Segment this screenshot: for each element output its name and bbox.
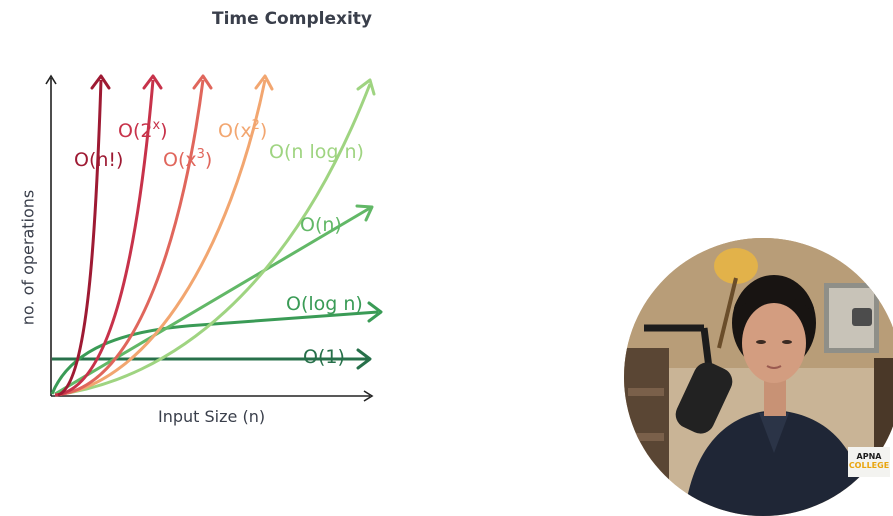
curve-constant (52, 348, 372, 370)
label-exponential: O(2x) (118, 118, 168, 142)
curve-quadratic (54, 74, 274, 397)
x-axis-arrow (363, 390, 374, 402)
label-factorial: O(n!) (74, 149, 123, 171)
apna-college-logo: APNA COLLEGE (848, 447, 890, 477)
complexity-graph: O(n!) O(2x) O(x3) O(x2) O(n log n) O(n) … (45, 74, 383, 402)
label-nlogn: O(n log n) (269, 141, 364, 163)
y-axis-arrow (45, 74, 57, 85)
curve-cubic (54, 74, 213, 397)
curve-factorial (57, 74, 111, 397)
label-cubic: O(x3) (163, 147, 212, 171)
diagram-title: Time Complexity (212, 9, 372, 29)
logo-line2: COLLEGE (848, 461, 890, 470)
label-constant: O(1) (303, 346, 345, 368)
curve-linear (54, 204, 374, 396)
x-axis-label: Input Size (n) (158, 407, 266, 426)
label-linear: O(n) (300, 214, 342, 236)
logo-line1: APNA (856, 452, 882, 461)
curve-nlogn (54, 78, 376, 397)
label-log: O(log n) (286, 293, 363, 315)
label-quadratic: O(x2) (218, 118, 267, 142)
curve-exponential (54, 74, 163, 397)
